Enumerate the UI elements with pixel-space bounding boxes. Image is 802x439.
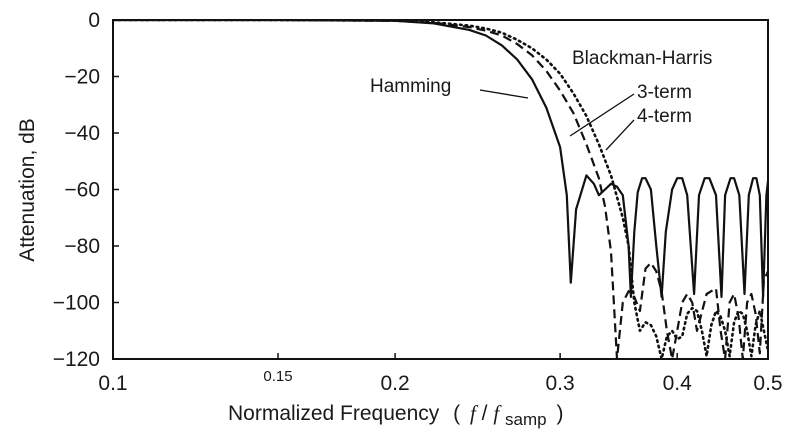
series-line-blackman-harris-4-term [113, 20, 768, 359]
y-tick-label: −40 [64, 122, 100, 145]
x-tick-label: 0.15 [263, 368, 292, 385]
x-tick-label: 0.3 [546, 372, 575, 395]
annotation-blackman-harris: Blackman-Harris [572, 48, 712, 69]
series-line-hamming [113, 20, 768, 298]
y-tick-label: −120 [53, 348, 100, 371]
annotation-hamming-leader [479, 89, 529, 99]
x-axis-title: Normalized Frequency ( f / f samp ) [228, 401, 563, 430]
series-line-blackman-harris-3-term [113, 20, 768, 359]
x-tick-label: 0.5 [753, 372, 782, 395]
annotation-hamming: Hamming [370, 76, 451, 97]
y-tick-label: 0 [88, 9, 100, 32]
y-tick-label: −60 [64, 179, 100, 202]
y-axis-title: Attenuation, dB [16, 118, 39, 262]
y-tick-label: −20 [64, 66, 100, 89]
annotation-3-term-leader [569, 93, 635, 137]
annotation-4-term-leader [605, 119, 635, 151]
annotation-3-term: 3-term [637, 82, 692, 103]
x-tick-label: 0.2 [380, 372, 409, 395]
x-tick-label: 0.4 [663, 372, 693, 395]
plot-frame [112, 19, 769, 360]
annotation-4-term: 4-term [637, 106, 692, 127]
y-tick-label: −100 [53, 292, 100, 315]
y-tick-label: −80 [64, 235, 100, 258]
x-tick-label: 0.1 [98, 372, 127, 395]
